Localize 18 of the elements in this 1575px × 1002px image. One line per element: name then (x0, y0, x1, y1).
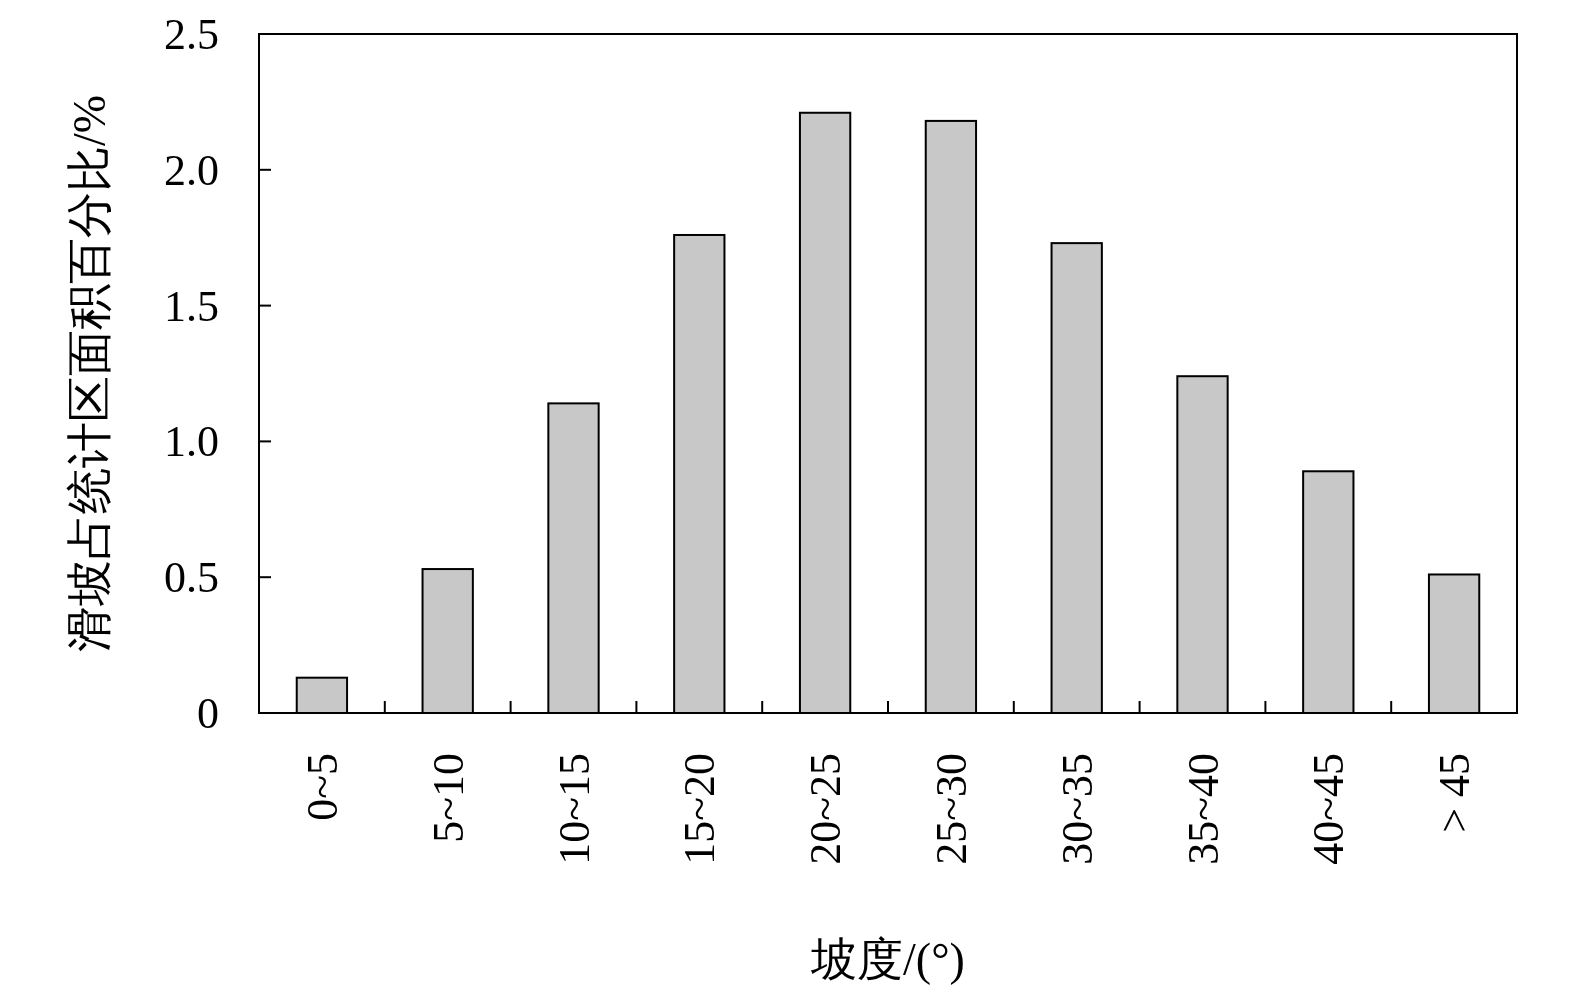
x-tick-label: 0~5 (297, 753, 347, 821)
x-axis-title: 坡度/(°) (810, 934, 965, 985)
x-tick-label: 20~25 (801, 753, 851, 865)
x-tick-label: 25~30 (926, 753, 976, 865)
y-tick-label: 0 (197, 689, 219, 738)
y-tick-label: 1.5 (164, 281, 219, 331)
y-tick-label: 2.0 (164, 145, 219, 195)
y-tick-label: 1.0 (164, 417, 219, 467)
x-tick-label: 15~20 (675, 753, 725, 865)
y-tick-label: 2.5 (164, 10, 219, 59)
x-tick-label: 35~40 (1178, 753, 1228, 865)
x-tick-label: 40~45 (1304, 753, 1354, 865)
x-tick-label: > 45 (1430, 753, 1480, 833)
x-tick-label: 30~35 (1052, 753, 1102, 865)
x-tick-label: 10~15 (549, 753, 599, 865)
x-tick-label: 5~10 (423, 753, 473, 843)
y-tick-label: 0.5 (164, 553, 219, 603)
y-axis-title: 滑坡占统计区面积百分比/% (64, 94, 115, 653)
